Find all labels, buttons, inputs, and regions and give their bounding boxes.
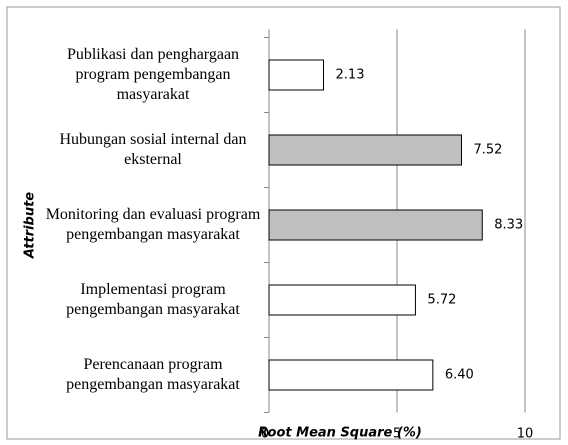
value-label: 6.40 [445,368,474,383]
bar [268,134,463,166]
value-label: 5.72 [427,293,456,308]
y-tick-label: Implementasi program pengembangan masyar… [66,281,240,318]
x-axis-label: Root Mean Square (%) [258,426,422,441]
value-label: 8.33 [494,218,523,233]
y-tick-label: Publikasi dan penghargaan program pengem… [66,46,240,103]
bar [268,209,483,241]
y-axis-label: Attribute [23,192,38,259]
x-tick-label: 5 [393,427,401,442]
value-label: 2.13 [336,68,365,83]
x-tick-label: 10 [517,427,534,442]
bar [268,359,434,391]
chart-border [6,6,561,440]
y-tick-label: Hubungan sosial internal dan eksternal [59,131,247,168]
x-tick-label: 0 [261,427,269,442]
value-label: 7.52 [474,143,503,158]
y-tick-label: Perencanaan program pengembangan masyara… [66,356,240,393]
bar [268,284,416,316]
y-tick-label: Monitoring dan evaluasi program pengemba… [45,206,261,243]
bar [268,59,325,91]
